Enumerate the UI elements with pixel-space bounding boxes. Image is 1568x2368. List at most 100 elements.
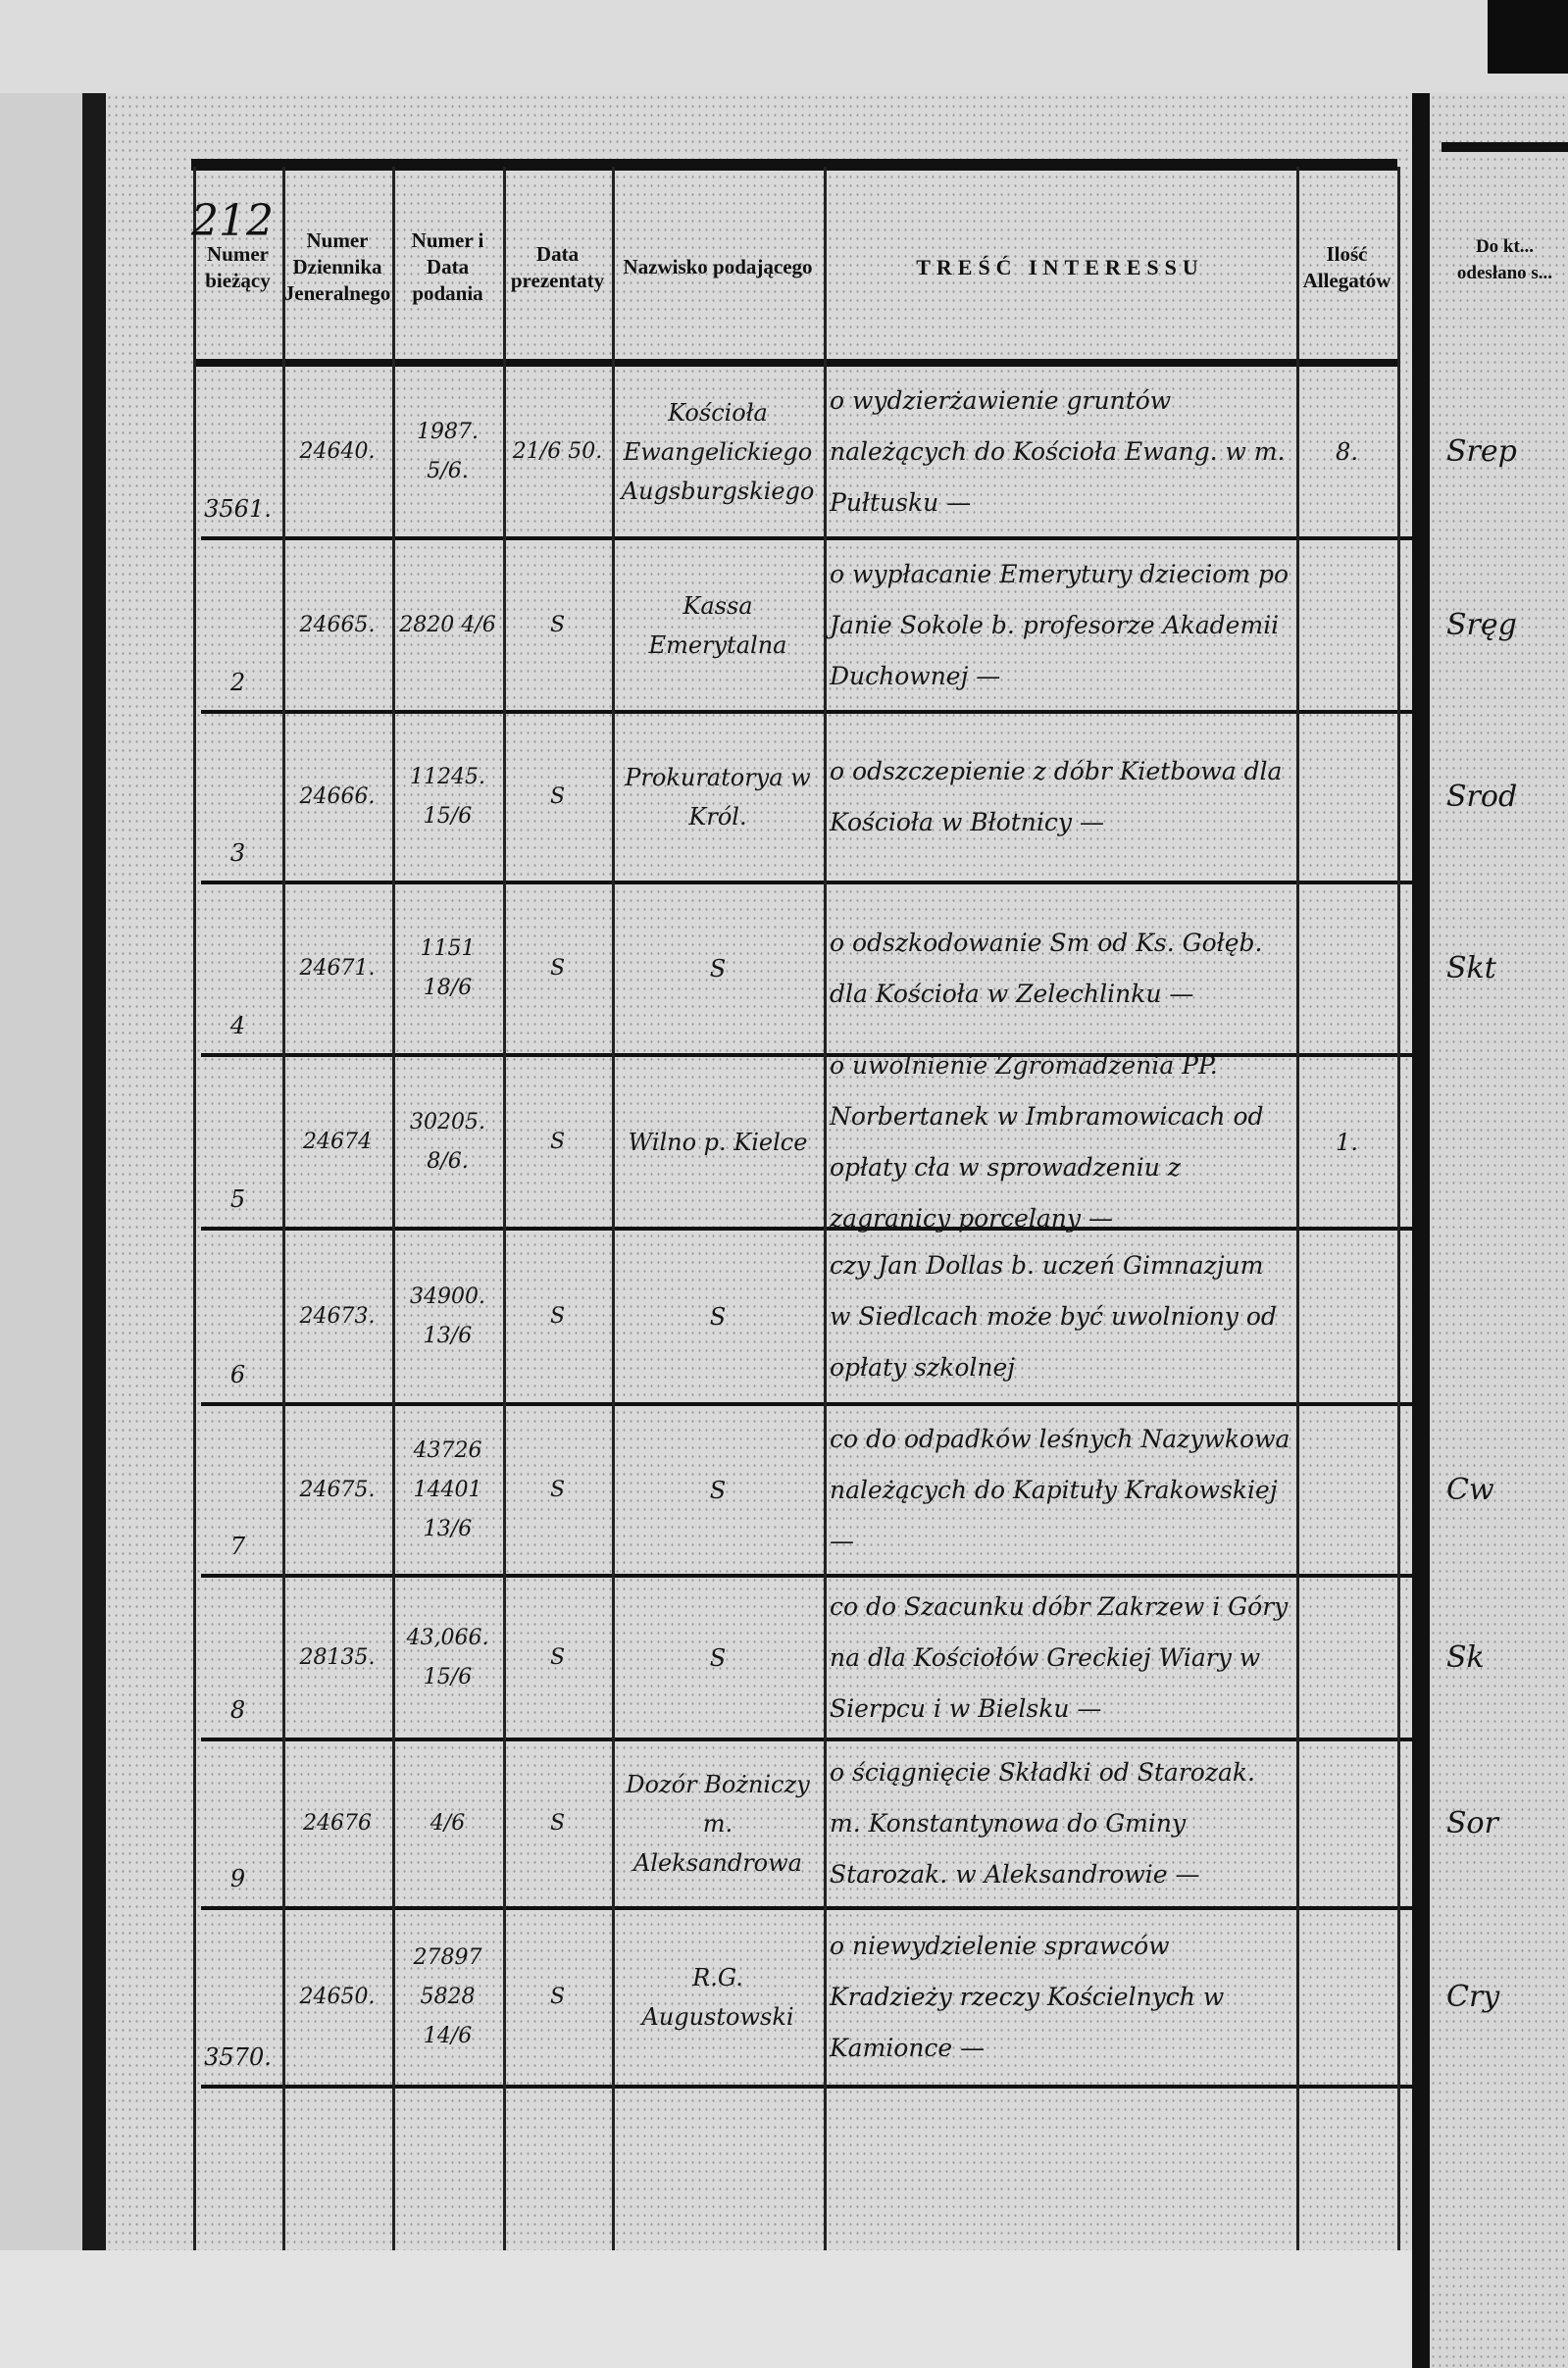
scan-top-margin [0,0,1568,93]
cell-journal: 24676 [303,1811,372,1836]
cell-name: Prokuratorya w Król. [625,764,811,831]
cell-no_date: 11245. 15/6 [410,765,485,829]
column-rule [824,167,827,2250]
cell-num: 9 [229,1865,246,1892]
cell-name: S [709,1476,727,1504]
column-header: Nazwisko podającego [623,255,813,278]
cell-name: Kościoła Ewangelickiego Augsburgskiego [621,398,815,505]
cell-presented: S [549,1303,566,1329]
book-left-edge [82,93,106,2250]
right-page-fragment [1430,93,1568,2368]
cell-num: 2 [229,669,246,696]
cell-presented: S [549,784,566,809]
cell-no_date: 34900. 13/6 [410,1284,485,1348]
cell-attachments [1302,1918,1391,2077]
cell-name: Dozór Bożniczy m. Aleksandrowa [626,1771,810,1877]
cell-journal: 24666. [299,784,376,809]
cell-content: o ściągnięcie Składki od Starozak. m. Ko… [830,1758,1255,1889]
right-page-header: Do kt... odesłano s... [1456,236,1553,283]
right-page-cell [1446,1238,1564,1394]
row-divider [201,1402,1412,1406]
cell-no_date: 1987. 5/6. [417,419,479,483]
right-page-cell: Sk [1446,1639,1485,1675]
cell-content: o odszczepienie z dóbr Kietbowa dla Kośc… [830,757,1283,836]
cell-journal: 24675. [299,1477,376,1502]
row-divider [201,710,1412,714]
column-rule [392,167,395,2250]
cell-presented: S [549,1644,566,1670]
cell-presented: S [549,1811,566,1836]
cell-num: 7 [229,1533,246,1560]
column-header: TREŚĆ INTERESSU [916,255,1204,279]
cell-no_date: 43726 14401 13/6 [413,1437,482,1541]
cell-name: Kassa Emerytalna [648,591,787,659]
cell-content: czy Jan Dollas b. uczeń Gimnazjum w Sied… [830,1250,1277,1382]
cell-name: R.G. Augustowski [641,1964,794,2031]
cell-no_date: 4/6 [430,1811,466,1836]
cell-name: S [709,955,727,982]
cell-attachments [1302,892,1391,1045]
cell-content: o wydzierżawienie gruntów należących do … [830,385,1286,517]
cell-content: o uwolnienie Zgromadzenia PP. Norbertane… [830,1050,1264,1233]
column-header: Numer Dziennika Jeneralnego [283,228,391,305]
cell-num: 5 [229,1185,246,1213]
cell-attachments: 8. [1336,437,1358,466]
right-page-cell: Sręg [1446,607,1517,642]
cell-attachments [1302,1238,1391,1394]
cell-no_date: 27897 5828 14/6 [413,1945,482,2048]
cell-content: co do Szacunku dóbr Zakrzew i Góry na dl… [830,1591,1289,1723]
cell-num: 3 [229,839,246,867]
scan-dark-corner [1488,0,1568,74]
cell-num: 6 [229,1361,246,1388]
column-rule [1296,167,1299,2250]
column-header: Numer bieżący [205,241,271,292]
book-gutter [1412,93,1430,2368]
cell-presented: S [549,1477,566,1502]
cell-content: co do odpadków leśnych Nazywkowa należąc… [830,1424,1290,1555]
cell-num: 4 [229,1012,246,1039]
cell-name: S [709,1643,727,1672]
right-header-top-rule [1442,142,1568,152]
cell-num: 3570. [204,2043,272,2071]
column-rule [282,167,285,2250]
cell-presented: S [549,612,566,637]
scan-bottom-margin [0,2250,1412,2368]
cell-content: o wypłacanie Emerytury dzieciom po Janie… [830,559,1289,690]
cell-no_date: 43,066. 15/6 [406,1625,489,1689]
cell-attachments [1302,1586,1391,1730]
cell-name: S [709,1302,727,1331]
page-number: 212 [191,196,274,246]
cell-attachments [1302,722,1391,873]
column-header: Data prezentaty [510,241,605,292]
right-page-cell: Cry [1446,1980,1500,2014]
cell-journal: 24671. [299,956,376,981]
column-rule [193,167,196,2250]
column-rule [1397,167,1400,2250]
cell-no_date: 30205. 8/6. [410,1109,485,1174]
row-divider [201,1227,1412,1231]
cell-no_date: 1151 18/6 [420,936,476,1000]
row-divider [201,881,1412,884]
row-divider [201,1906,1412,1910]
cell-presented: S [549,956,566,981]
row-divider [201,1053,1412,1057]
column-header: Numer i Data podania [411,228,484,305]
row-divider [201,536,1412,540]
right-page-cell: Cw [1446,1472,1494,1507]
cell-attachments [1302,548,1391,702]
register-page [106,93,1412,2250]
header-top-rule [191,159,1397,171]
right-page-cell: Srod [1446,780,1518,814]
cell-attachments: 1. [1336,1128,1358,1156]
cell-journal: 24640. [299,438,376,464]
cell-journal: 28135. [299,1644,376,1670]
right-page-cell [1446,1065,1564,1219]
cell-content: o odszkodowanie Sm od Ks. Gołęb. dla Koś… [830,929,1263,1008]
cell-name: Wilno p. Kielce [628,1128,808,1156]
cell-num: 8 [229,1696,246,1724]
cell-content: o niewydzielenie sprawców Kradzieży rzec… [830,1932,1225,2062]
right-page-cell: Sor [1446,1806,1498,1840]
row-divider [201,1574,1412,1578]
cell-attachments [1302,1749,1391,1898]
cell-journal: 24674 [303,1129,372,1154]
